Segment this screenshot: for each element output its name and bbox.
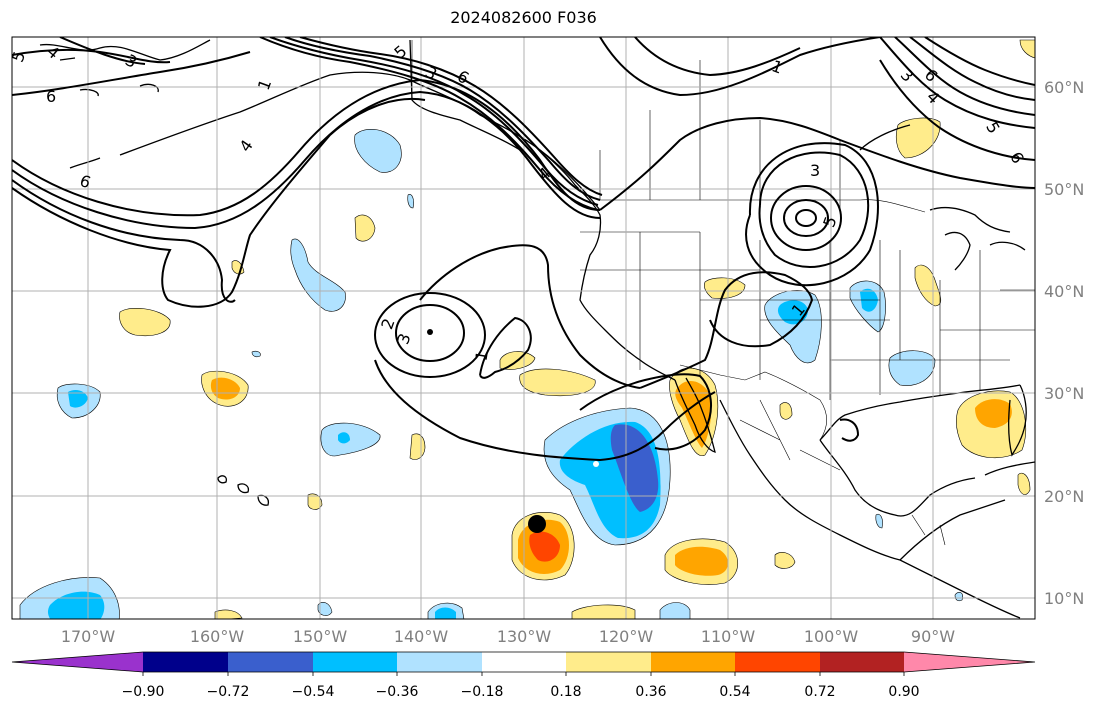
shade-orange [675, 546, 729, 576]
lon-label: 120°W [599, 627, 654, 646]
colorbar-tick-label: −0.36 [376, 684, 419, 700]
lon-label: 140°W [394, 627, 449, 646]
colorbar-upper-extension [904, 652, 1035, 672]
lon-label: 130°W [497, 627, 552, 646]
shade-light-blue [888, 350, 936, 386]
colorbar-tick-label: 0.18 [550, 684, 581, 700]
contour-label: 3 [810, 161, 820, 180]
colorbar-segment [228, 652, 313, 672]
shade-yellow [307, 493, 323, 510]
shade-yellow [354, 214, 376, 242]
colorbar-lower-extension [12, 652, 143, 672]
colorbar-segment [735, 652, 820, 672]
colorbar: −0.90 −0.72 −0.54 −0.36 −0.18 0.18 0.36 … [11, 651, 1036, 700]
lat-label: 60°N [1044, 78, 1084, 97]
shaded-fields [19, 39, 1035, 619]
colorbar-tick-label: 0.36 [635, 684, 666, 700]
colorbar-tick-label: 0.72 [804, 684, 835, 700]
low-center-marker [427, 329, 433, 335]
shade-light-blue [320, 422, 381, 457]
colorbar-segment [482, 652, 566, 672]
contour-label: 6 [46, 87, 56, 106]
shade-yellow [571, 604, 636, 619]
shade-yellow [214, 609, 243, 619]
shade-dark-blue [610, 424, 659, 512]
lat-label: 30°N [1044, 384, 1084, 403]
shade-yellow [914, 264, 942, 307]
shade-red [529, 531, 560, 562]
lon-label: 160°W [190, 627, 245, 646]
colorbar-segment [820, 652, 904, 672]
shade-yellow [1017, 472, 1031, 495]
shade-blue [68, 390, 88, 408]
colorbar-tick-label: −0.90 [122, 684, 165, 700]
colorbar-segment [651, 652, 735, 672]
longitude-labels: 170°W 160°W 150°W 140°W 130°W 120°W 110°… [61, 627, 955, 646]
shade-yellow [119, 307, 171, 337]
colorbar-segment [397, 652, 482, 672]
colorbar-tick-label: −0.18 [461, 684, 504, 700]
lon-label: 150°W [293, 627, 348, 646]
shade-light-blue [659, 602, 691, 619]
shade-yellow [703, 277, 746, 299]
lon-label: 170°W [61, 627, 116, 646]
shade-blue [777, 300, 808, 325]
storm-center-marker [528, 515, 546, 533]
lon-label: 100°W [804, 627, 859, 646]
shade-white-spot [593, 461, 599, 467]
political-borders [411, 40, 1035, 546]
shade-light-blue [354, 128, 402, 173]
colorbar-tick-label: −0.72 [207, 684, 250, 700]
latitude-labels: 60°N 50°N 40°N 30°N 20°N 10°N [1044, 78, 1084, 608]
lat-label: 20°N [1044, 487, 1084, 506]
map-title: 2024082600 F036 [450, 8, 597, 27]
shade-light-blue [290, 238, 346, 312]
shade-blue [435, 607, 456, 619]
colorbar-tick-label: 0.54 [719, 684, 750, 700]
colorbar-segment [143, 652, 228, 672]
shade-orange [975, 399, 1012, 428]
shade-light-blue [954, 591, 963, 602]
shade-yellow [1019, 39, 1035, 59]
lat-label: 40°N [1044, 282, 1084, 301]
shade-orange [210, 377, 240, 400]
lon-label: 90°W [911, 627, 955, 646]
map-frame [11, 36, 1036, 620]
contour-lines [12, 37, 1035, 462]
colorbar-segment [313, 652, 397, 672]
lat-label: 50°N [1044, 180, 1084, 199]
shade-light-blue [407, 194, 414, 209]
shade-yellow [774, 552, 796, 569]
shade-yellow [895, 117, 941, 159]
shade-light-blue [251, 350, 261, 358]
colorbar-segment [566, 652, 651, 672]
contour-label: 1 [471, 349, 491, 362]
shade-yellow [779, 402, 793, 420]
shade-yellow [519, 368, 596, 396]
lat-label: 10°N [1044, 589, 1084, 608]
colorbar-tick-label: 0.90 [888, 684, 919, 700]
lon-label: 110°W [701, 627, 756, 646]
colorbar-tick-label: −0.54 [292, 684, 335, 700]
shade-blue [338, 432, 350, 444]
shade-light-blue [875, 513, 883, 529]
shade-orange [675, 380, 712, 448]
